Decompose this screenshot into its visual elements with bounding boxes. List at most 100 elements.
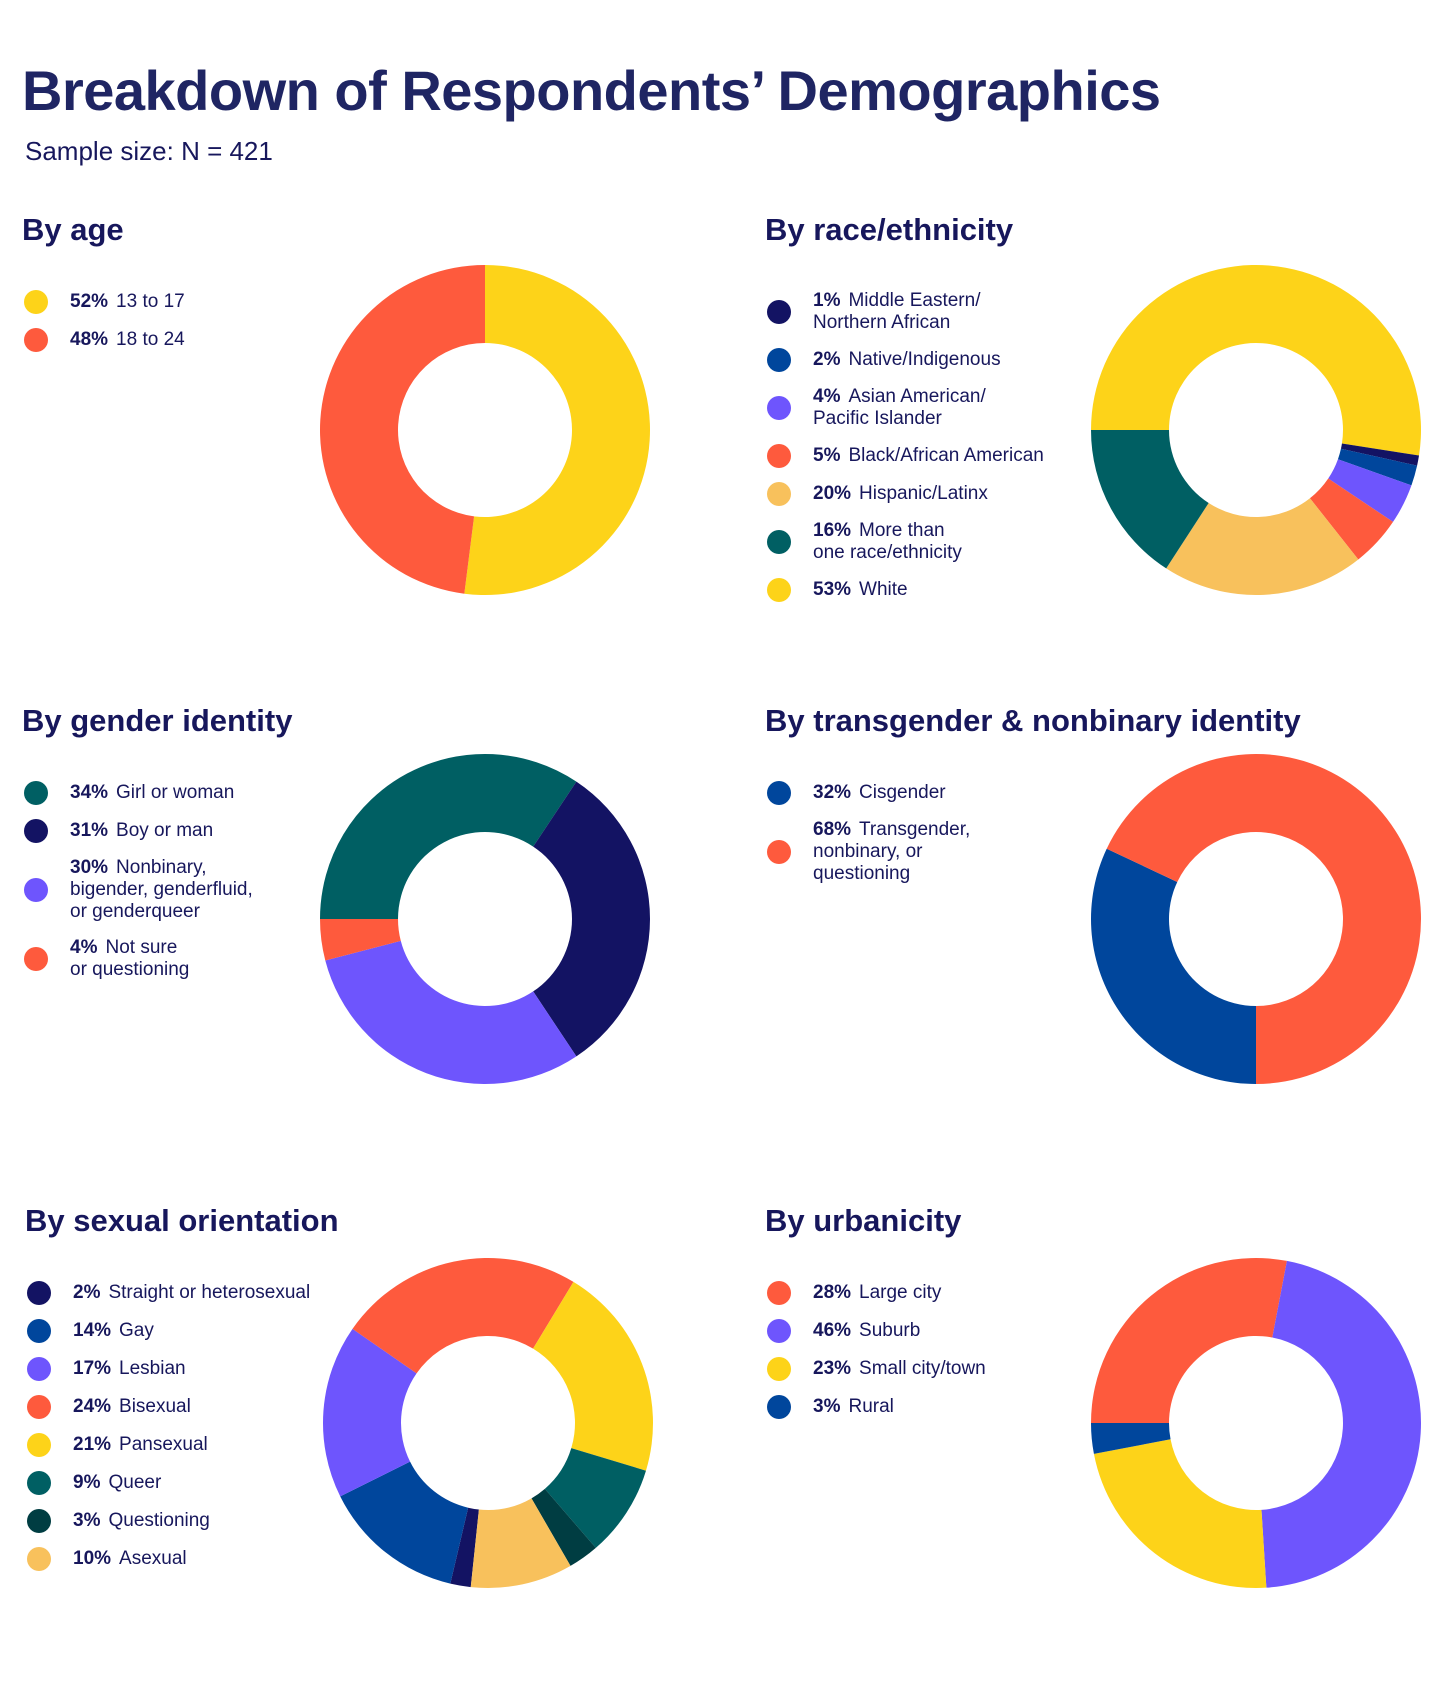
legend-value: 5% (813, 445, 841, 466)
legend-category: Pansexual (119, 1434, 208, 1455)
legend-swatch (27, 1281, 51, 1305)
slice-middle-eastern-northern-african (1340, 443, 1420, 466)
legend-item-asexual: 10% Asexual (27, 1547, 310, 1571)
legend-value: 23% (813, 1358, 852, 1379)
legend-swatch (767, 444, 791, 468)
legend-item-gay: 14% Gay (27, 1319, 310, 1343)
legend-item-boy-or-man: 31% Boy or man (24, 819, 253, 843)
legend-category: Not sure or questioning (70, 937, 190, 980)
legend-value: 2% (813, 349, 841, 370)
legend-label: 2% Native/Indigenous (813, 349, 1001, 371)
legend-value: 24% (73, 1396, 112, 1417)
legend-value: 20% (813, 483, 852, 504)
slice-queer (544, 1448, 646, 1548)
legend-swatch (24, 290, 48, 314)
legend-item-cisgender: 32% Cisgender (767, 781, 970, 805)
legend-swatch (767, 1281, 791, 1305)
legend-value: 30% (70, 857, 109, 878)
legend-value: 17% (73, 1358, 112, 1379)
slice-bisexual (352, 1258, 574, 1374)
legend-value: 21% (73, 1434, 112, 1455)
legend-item-not-sure-or-questioning: 4% Not sure or questioning (24, 937, 253, 981)
slice-rural (1091, 1423, 1171, 1454)
legend-item-small-city-town: 23% Small city/town (767, 1357, 986, 1381)
legend-category: Suburb (859, 1320, 921, 1341)
donut-chart-age (320, 265, 651, 595)
donut-chart-transgender-nonbinary (1091, 754, 1421, 1084)
slice-girl-or-woman (320, 754, 577, 919)
legend-swatch (27, 1319, 51, 1343)
legend-value: 53% (813, 579, 852, 600)
legend-category: Hispanic/Latinx (859, 483, 988, 504)
legend-swatch (767, 396, 791, 420)
legend-category: Cisgender (859, 782, 946, 803)
slice-white (1091, 264, 1421, 456)
legend-item-asian-american-pacific-islander: 4% Asian American/ Pacific Islander (767, 386, 1044, 430)
slice-hispanic-latinx (1166, 498, 1359, 595)
legend-category: Lesbian (119, 1358, 186, 1379)
legend-item-large-city: 28% Large city (767, 1281, 986, 1305)
panel-title: By gender identity (22, 703, 293, 738)
slice-native-indigenous (1337, 448, 1418, 486)
slice-pansexual (533, 1281, 653, 1471)
slice-black-african-american (1309, 478, 1394, 560)
legend-category: 18 to 24 (116, 329, 185, 350)
legend-swatch (27, 1509, 51, 1533)
legend-label: 2% Straight or heterosexual (73, 1282, 310, 1304)
legend-label: 31% Boy or man (70, 820, 213, 842)
panel-title: By transgender & nonbinary identity (765, 703, 1301, 738)
legend-category: Questioning (108, 1510, 210, 1531)
slice-nonbinary-bigender-genderfluid-or-genderqueer (325, 940, 577, 1084)
legend-value: 52% (70, 291, 109, 312)
legend-label: 16% More than one race/ethnicity (813, 520, 962, 564)
legend-swatch (767, 1357, 791, 1381)
legend-label: 3% Questioning (73, 1510, 210, 1532)
legend-value: 4% (813, 386, 841, 407)
legend-category: Girl or woman (116, 782, 235, 803)
legend-swatch (27, 1471, 51, 1495)
slice-more-than-one-race-ethnicity (1091, 430, 1209, 569)
legend-swatch (24, 947, 48, 971)
panel-sexual-orientation: By sexual orientation 2% Straight or hete… (25, 1203, 725, 1683)
legend-category: Native/Indigenous (848, 349, 1001, 370)
legend-category: Large city (859, 1282, 942, 1303)
legend-swatch (767, 840, 791, 864)
slice-gay (340, 1461, 469, 1584)
legend-swatch (767, 482, 791, 506)
legend-category: Small city/town (859, 1358, 986, 1379)
slice-not-sure-or-questioning (320, 919, 401, 961)
slice-cisgender (1091, 848, 1256, 1084)
legend-swatch (767, 578, 791, 602)
legend-value: 3% (73, 1510, 101, 1531)
legend-swatch (24, 878, 48, 902)
legend-category: Queer (108, 1472, 162, 1493)
legend-item-18-to-24: 48% 18 to 24 (24, 328, 185, 352)
legend-swatch (767, 348, 791, 372)
legend: 52% 13 to 17 48% 18 to 24 (24, 290, 185, 366)
legend-label: 5% Black/African American (813, 445, 1044, 467)
sample-size: Sample size: N = 421 (25, 136, 273, 166)
legend-item-middle-eastern-northern-african: 1% Middle Eastern/ Northern African (767, 290, 1044, 334)
legend-category: White (859, 579, 908, 600)
legend-label: 46% Suburb (813, 1320, 920, 1342)
legend-item-pansexual: 21% Pansexual (27, 1433, 310, 1457)
legend-swatch (767, 300, 791, 324)
panel-urbanicity: By urbanicity 28% Large city 46% Suburb 23% S… (765, 1203, 1440, 1683)
legend-item-nonbinary-bigender-genderfluid-or-genderqueer: 30% Nonbinary, bigender, genderfluid, or … (24, 857, 253, 923)
legend-item-transgender-nonbinary-or-questioning: 68% Transgender, nonbinary, or questionin… (767, 819, 970, 885)
slice-large-city (1091, 1258, 1287, 1423)
slice-small-city-town (1093, 1439, 1267, 1588)
slice-questioning (531, 1488, 596, 1566)
legend-swatch (767, 530, 791, 554)
legend-category: Black/African American (848, 445, 1044, 466)
legend-label: 28% Large city (813, 1282, 941, 1304)
legend-value: 1% (813, 290, 841, 311)
donut-chart-sexual-orientation (323, 1258, 653, 1588)
legend-label: 34% Girl or woman (70, 782, 234, 804)
legend-label: 53% White (813, 579, 908, 601)
donut-chart-race-ethnicity (1091, 264, 1421, 595)
legend-item-suburb: 46% Suburb (767, 1319, 986, 1343)
legend-item-bisexual: 24% Bisexual (27, 1395, 310, 1419)
legend-swatch (24, 819, 48, 843)
panel-gender-identity: By gender identity 34% Girl or woman 31% Bo… (22, 703, 722, 1183)
